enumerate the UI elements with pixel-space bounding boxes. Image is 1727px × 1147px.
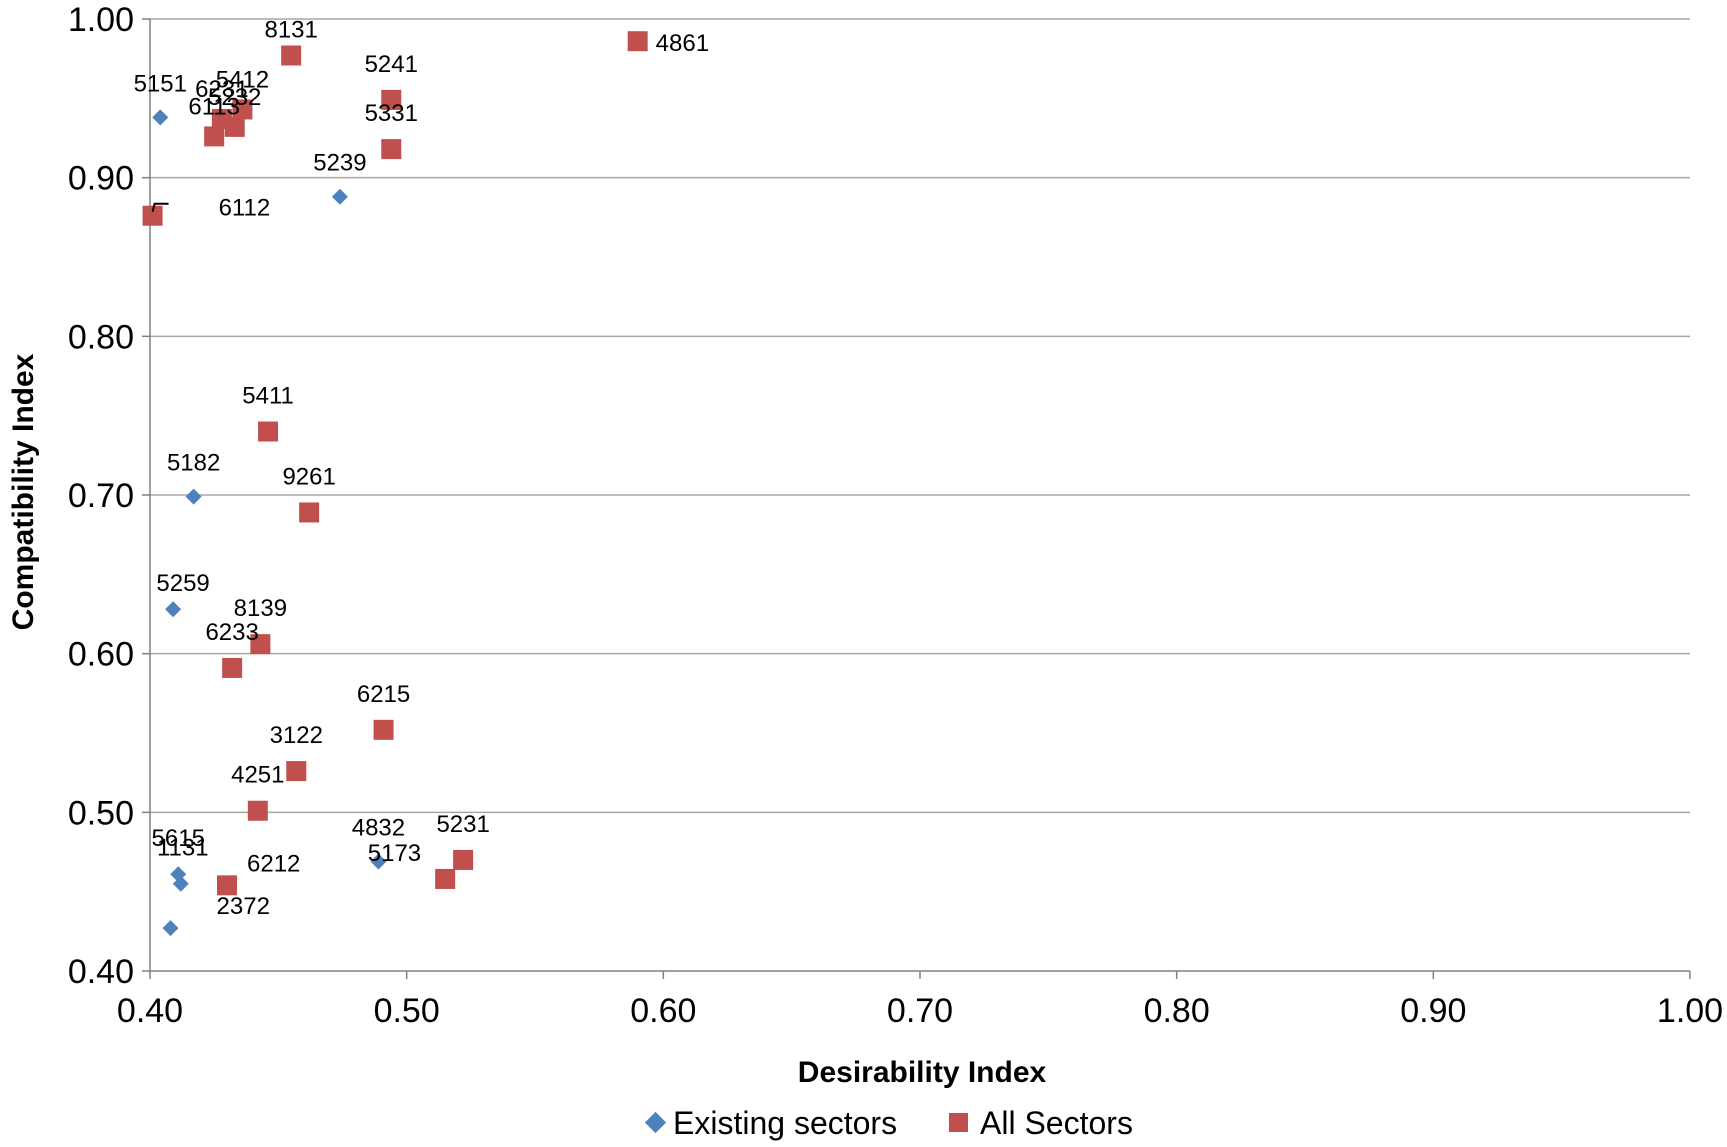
point-all-3122 (286, 761, 307, 782)
legend-marker-existing-sectors (644, 1111, 667, 1134)
y-tick-label-0.70: 0.70 (68, 477, 134, 515)
point-all-5331 (381, 139, 402, 160)
y-tick-label-0.80: 0.80 (68, 318, 134, 356)
point-label-6231: 6231 (195, 76, 248, 103)
tick-labels: 0.40 0.50 0.60 0.70 0.80 0.90 1.00 0.40 0.50 0.60… (68, 1, 1723, 1030)
y-tick-label-0.50: 0.50 (68, 794, 134, 832)
point-existing-4832 (370, 853, 387, 870)
y-tick-label-1.00: 1.00 (68, 1, 134, 39)
point-existing-5259 (165, 601, 182, 618)
legend: Existing sectors All Sectors (644, 1105, 1133, 1141)
point-all-6212 (217, 875, 237, 896)
point-all-5411 (258, 421, 279, 442)
point-all-6233 (222, 657, 243, 678)
point-all-5173 (435, 868, 456, 889)
point-label-8139: 8139 (234, 595, 287, 622)
point-label-5241: 5241 (365, 51, 418, 78)
point-label-5231: 5231 (436, 811, 489, 838)
point-label-6212: 6212 (247, 850, 300, 877)
legend-label-existing-sectors: Existing sectors (673, 1105, 897, 1141)
point-existing-5182 (185, 488, 202, 505)
y-axis-title: Compatibility Index (7, 353, 40, 630)
point-all-6215 (373, 719, 394, 740)
point-all-8131 (281, 45, 302, 66)
point-label-5412: 5412 (216, 66, 269, 93)
axes (142, 18, 1691, 979)
point-existing-2372 (162, 920, 179, 937)
point-label-5151: 5151 (134, 70, 187, 97)
point-label-2372: 2372 (217, 893, 270, 920)
point-label-5182: 5182 (167, 450, 220, 477)
point-label-6113: 6113 (188, 93, 240, 120)
point-label-1131: 1131 (157, 835, 209, 862)
point-label-5239: 5239 (313, 150, 366, 177)
point-existing-5151 (152, 109, 169, 126)
point-label-4832: 4832 (352, 815, 405, 842)
point-label-6215: 6215 (357, 681, 410, 708)
point-all-5241 (381, 89, 402, 110)
point-existing-5239 (331, 188, 348, 205)
x-axis-title: Desirability Index (798, 1056, 1047, 1089)
point-all-5232 (224, 116, 245, 137)
point-label-5331: 5331 (365, 100, 418, 127)
point-existing-1131 (172, 875, 189, 892)
point-all-8139 (250, 634, 271, 655)
point-label-5259: 5259 (156, 570, 209, 597)
y-tick-label-0.60: 0.60 (68, 636, 134, 674)
data-points (142, 31, 648, 937)
point-label-5615: 5615 (152, 825, 205, 852)
point-label-6112: 6112 (219, 195, 271, 222)
legend-marker-all-sectors (949, 1113, 968, 1132)
point-label-4861: 4861 (656, 30, 709, 57)
y-tick-label-0.40: 0.40 (68, 953, 134, 991)
point-label-5411: 5411 (242, 383, 294, 410)
point-all-4251 (247, 800, 268, 821)
x-tick-label-0.80: 0.80 (1144, 992, 1210, 1030)
gridlines (150, 18, 1690, 814)
point-label-8131: 8131 (264, 16, 317, 43)
x-tick-label-0.90: 0.90 (1400, 992, 1466, 1030)
point-label-3122: 3122 (270, 722, 323, 749)
point-all-6112 (142, 205, 163, 226)
point-all-5231 (453, 849, 474, 870)
point-label-9261: 9261 (282, 463, 335, 490)
x-tick-label-0.70: 0.70 (887, 992, 953, 1030)
legend-label-all-sectors: All Sectors (980, 1105, 1133, 1141)
point-label-5232: 5232 (208, 84, 261, 111)
x-tick-label-0.60: 0.60 (630, 992, 696, 1030)
leader-line-6112 (151, 202, 169, 212)
point-all-6113 (204, 126, 225, 147)
x-tick-label-0.50: 0.50 (374, 992, 440, 1030)
point-label-6233: 6233 (205, 619, 258, 646)
point-all-4861 (627, 31, 648, 52)
point-all-9261 (299, 502, 320, 523)
point-all-5412 (232, 99, 253, 120)
point-label-5173: 5173 (368, 840, 421, 867)
x-tick-label-0.40: 0.40 (117, 992, 183, 1030)
x-tick-label-1.00: 1.00 (1657, 992, 1723, 1030)
y-tick-label-0.90: 0.90 (68, 160, 134, 198)
point-label-4251: 4251 (231, 762, 284, 789)
